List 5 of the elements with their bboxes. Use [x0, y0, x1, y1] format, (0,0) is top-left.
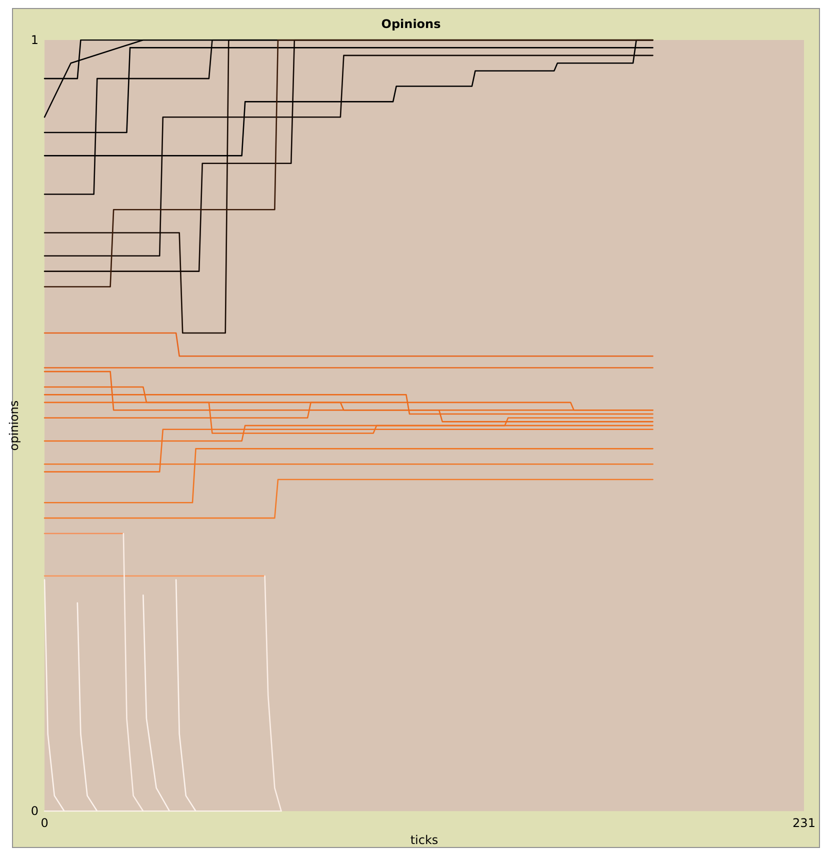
chart-title: Opinions [381, 17, 441, 31]
y-axis-title: opinions [7, 400, 21, 451]
y-tick-label: 1 [30, 33, 39, 47]
x-axis-title: ticks [410, 833, 438, 847]
x-tick-label: 231 [792, 816, 816, 830]
